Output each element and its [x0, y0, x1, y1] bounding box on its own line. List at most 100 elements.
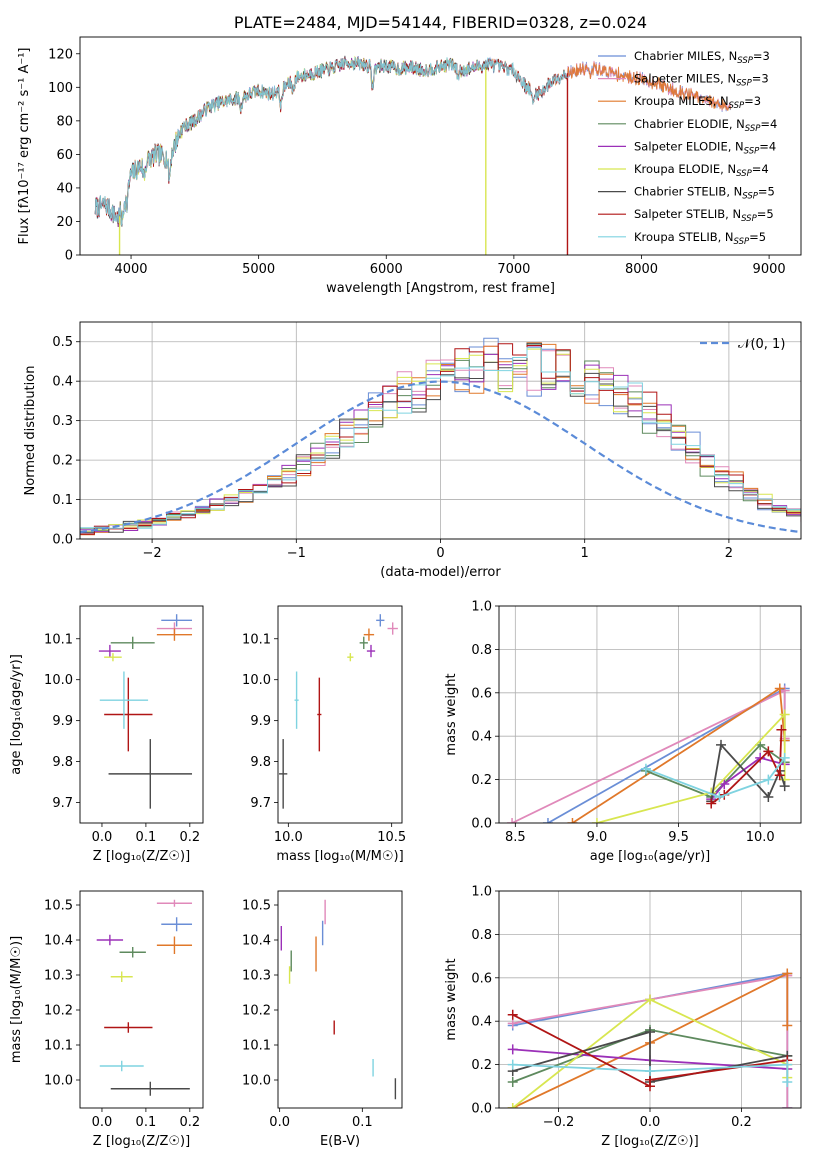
- x-axis-label: Z [log₁₀(Z/Z☉)]: [93, 849, 190, 864]
- errorbar-point: [98, 644, 121, 658]
- tick-label-y: 0.0: [52, 533, 73, 548]
- tick-label-y: 10.5: [242, 899, 271, 914]
- histograms: [80, 337, 801, 539]
- weight-marker: [782, 1059, 793, 1070]
- tick-label-y: 1.0: [471, 885, 492, 900]
- tick-label-y: 0.6: [471, 686, 492, 701]
- tick-label-y: 0.4: [52, 375, 73, 390]
- tick-label-y: 0.6: [471, 971, 492, 986]
- errorbar-point: [110, 971, 133, 982]
- tick-label-y: 0.3: [52, 414, 73, 429]
- errorbar-point: [96, 934, 124, 946]
- weight-marker: [782, 1020, 793, 1031]
- weight-marker: [645, 1074, 655, 1085]
- errorbar-point: [104, 677, 153, 752]
- legend-label: Kroupa MILES, NSSP=3: [634, 94, 761, 111]
- weight-line: [512, 974, 789, 1108]
- tick-label-y: 0.1: [52, 493, 73, 508]
- tick-label-y: 9.7: [250, 796, 271, 811]
- tick-label-y: 10.0: [44, 1074, 73, 1089]
- tick-label-y: 10.0: [44, 673, 73, 688]
- spectrum-series: [94, 56, 489, 228]
- tick-label-y: 0.2: [52, 454, 73, 469]
- spectrum-series: [94, 55, 568, 227]
- tick-label-y: 0.5: [52, 335, 73, 350]
- weight-marker: [507, 1044, 518, 1055]
- weight-marker: [706, 798, 717, 809]
- spectrum-line: [94, 57, 568, 226]
- spectrum-line: [94, 56, 568, 225]
- legend-label: Chabrier ELODIE, NSSP=4: [634, 117, 777, 134]
- axes-frame: [79, 36, 802, 256]
- tick-label-x: 0.2: [179, 1115, 200, 1130]
- errorbars: [98, 614, 193, 809]
- tick-label-y: 10.0: [242, 1074, 271, 1089]
- errorbar-point: [347, 653, 354, 662]
- tick-label-x: 0.0: [640, 1115, 661, 1130]
- errorbar-point: [104, 1022, 153, 1033]
- errorbar-point: [363, 628, 375, 641]
- spectrum-line: [94, 55, 568, 227]
- histogram-series: [80, 337, 801, 539]
- tick-label-y: 80: [56, 114, 73, 129]
- weight-marker: [507, 1018, 518, 1029]
- tick-label-x: 0.1: [352, 1115, 373, 1130]
- x-axis-label: age [log₁₀(age/yr)]: [590, 849, 711, 864]
- weight-line: [512, 972, 789, 1108]
- tick-label-y: 0.2: [471, 773, 492, 788]
- weight-vs-Z-chart: −0.2 0.0 0.2 0.0 0.2 0.4 0.6 0.8 1.0 Z [log₁₀(Z/Z…: [444, 885, 802, 1149]
- tick-label-x: 5000: [242, 262, 275, 277]
- errorbar-point: [99, 671, 149, 729]
- weight-marker: [779, 781, 790, 792]
- weight-lines: [507, 968, 793, 1108]
- tick-label-y: 100: [48, 81, 73, 96]
- errorbar-point: [294, 671, 299, 729]
- weight-marker: [763, 774, 774, 785]
- mass-vs-EBV-chart: 0.0 0.1 10.0 10.1 10.2 10.3 10.4 10.5 E(B-V): [242, 890, 403, 1149]
- tick-label-x: 10.0: [746, 830, 775, 845]
- errorbar-point: [110, 1081, 190, 1096]
- tick-label-y: 0.0: [471, 1102, 492, 1117]
- residuals-chart: −2 −1 0 1 2 0.0 0.1 0.2 0.3 0.4 0.5 (data-model)/er…: [23, 321, 802, 580]
- tick-label-y: 10.2: [242, 1004, 271, 1019]
- tick-label-y: 10.1: [242, 632, 271, 647]
- weight-line: [512, 1063, 789, 1082]
- tick-label-y: 10.4: [44, 934, 73, 949]
- spectrum-series: [94, 57, 568, 226]
- tick-label-y: 40: [56, 181, 73, 196]
- errorbar-point: [359, 636, 368, 649]
- tick-label-y: 10.1: [44, 632, 73, 647]
- weight-marker: [507, 818, 518, 823]
- weight-marker: [779, 685, 790, 696]
- tick-label-x: 2: [725, 546, 733, 561]
- weight-line: [512, 1030, 788, 1084]
- tick-label-y: 10.2: [44, 1004, 73, 1019]
- tick-label-y: 9.7: [52, 796, 73, 811]
- weight-marker: [507, 1103, 518, 1108]
- mass-vs-Z-chart: 0.0 0.1 0.2 10.0 10.1 10.2 10.3 10.4 10.5 Z [log₁…: [9, 890, 204, 1149]
- weight-marker: [507, 1009, 518, 1020]
- weight-line: [645, 757, 786, 798]
- y-axis-label: age [log₁₀(age/yr)]: [9, 654, 24, 775]
- errorbar-point: [156, 899, 193, 907]
- tick-label-y: 10.4: [242, 934, 271, 949]
- errorbars: [280, 899, 397, 1100]
- x-axis-label: E(B-V): [320, 1134, 360, 1149]
- weight-lines: [507, 683, 790, 823]
- tick-label-x: 0.2: [731, 1115, 752, 1130]
- tick-label-x: 0.0: [92, 830, 113, 845]
- errorbar-point: [119, 947, 146, 958]
- tick-label-y: 9.9: [250, 714, 271, 729]
- tick-label-y: 9.9: [52, 714, 73, 729]
- x-axis-label: Z [log₁₀(Z/Z☉)]: [93, 1134, 190, 1149]
- tick-label-y: 60: [56, 148, 73, 163]
- tick-label-x: 4000: [114, 262, 147, 277]
- errorbar-point: [279, 739, 288, 809]
- axes-frame: [498, 890, 802, 1109]
- weight-marker: [640, 763, 651, 774]
- axes-frame: [277, 890, 403, 1109]
- weight-marker: [645, 1066, 655, 1077]
- tick-label-x: 10.0: [274, 830, 303, 845]
- errorbar-point: [99, 1060, 144, 1072]
- errorbar-point: [161, 917, 193, 932]
